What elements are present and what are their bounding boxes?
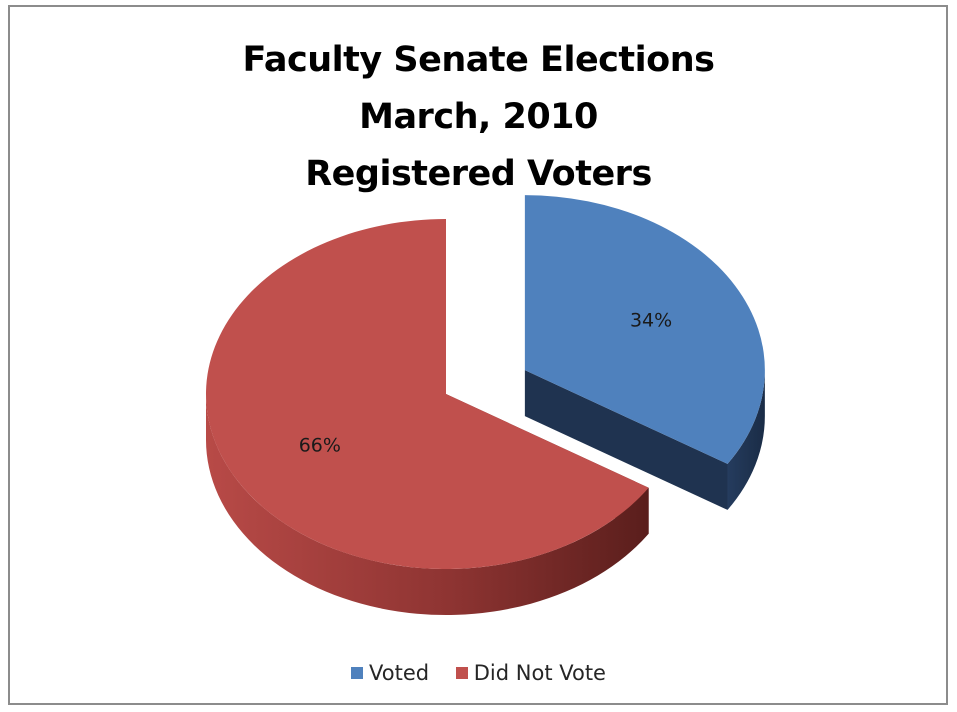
- chart-legend: Voted Did Not Vote: [0, 660, 957, 685]
- legend-item-did-not-vote: Did Not Vote: [455, 661, 606, 685]
- pie-slice-voted-rim: [727, 370, 765, 510]
- pie-slice-did-not-vote: [205, 219, 649, 616]
- chart-title: Faculty Senate Elections March, 2010 Reg…: [0, 32, 957, 203]
- pie-slice-voted-wall-end: [524, 370, 728, 510]
- chart-title-line-3: Registered Voters: [305, 154, 652, 194]
- chart-title-line-1: Faculty Senate Elections: [242, 40, 715, 80]
- pie-slice-did-not-vote-rim: [206, 394, 649, 616]
- chart-title-line-2: March, 2010: [359, 97, 598, 137]
- pie-slice-voted-top: [524, 195, 765, 464]
- legend-item-voted: Voted: [351, 661, 429, 685]
- pie-slice-voted: [524, 195, 765, 510]
- legend-swatch-voted: [351, 667, 363, 679]
- pie-slice-did-not-vote-top: [205, 219, 649, 569]
- legend-label-did-not-vote: Did Not Vote: [473, 661, 606, 685]
- legend-label-voted: Voted: [369, 661, 430, 685]
- legend-swatch-did-not-vote: [455, 667, 468, 679]
- data-label-did-not-vote: 66%: [299, 435, 341, 457]
- data-label-voted: 34%: [630, 310, 672, 332]
